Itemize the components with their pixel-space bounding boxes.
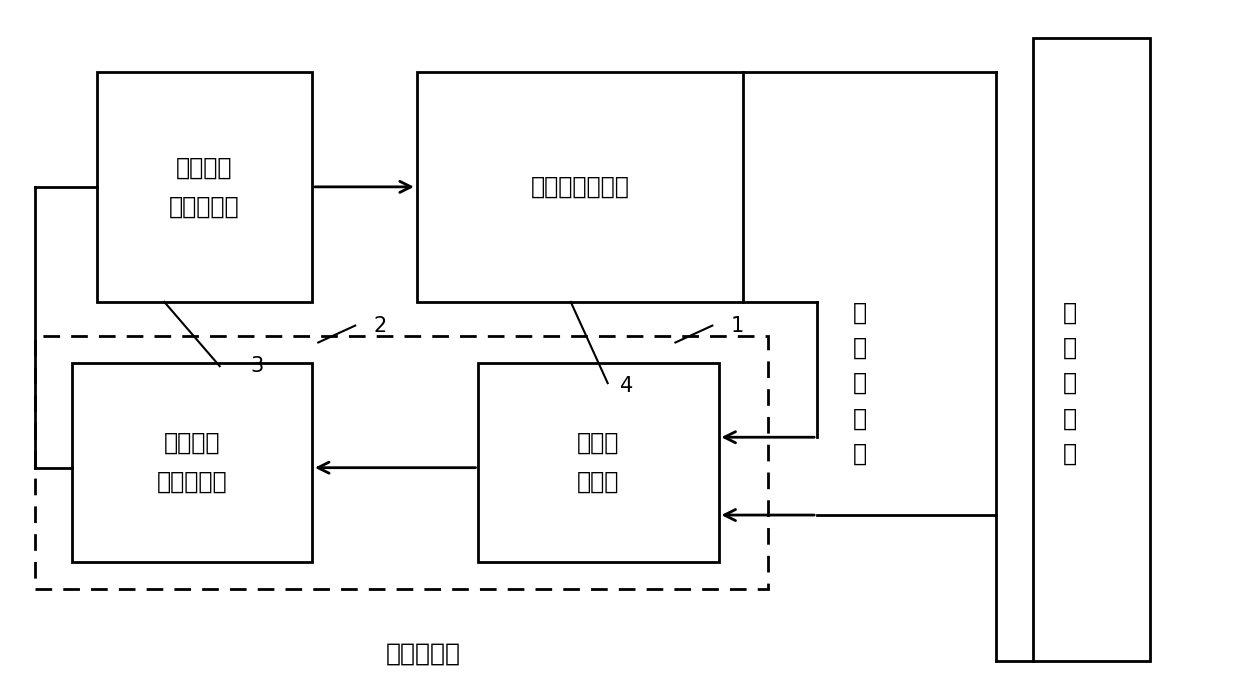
Text: 3: 3 — [250, 356, 263, 376]
Text: 数据采
集模块: 数据采 集模块 — [578, 431, 620, 494]
Bar — [479, 363, 718, 562]
Bar — [97, 72, 312, 302]
Text: 角
度
传
感
器: 角 度 传 感 器 — [853, 300, 867, 466]
Bar — [1033, 38, 1149, 660]
Text: 气动力模
拟加载模块: 气动力模 拟加载模块 — [169, 155, 239, 219]
Bar — [72, 363, 312, 562]
Bar — [417, 72, 743, 302]
Text: 速
度
传
感
器: 速 度 传 感 器 — [1063, 300, 1076, 466]
Bar — [35, 336, 768, 590]
Text: 2: 2 — [373, 316, 387, 336]
Text: 试验对象飞行器: 试验对象飞行器 — [531, 175, 630, 199]
Text: 气动力数
值计算模块: 气动力数 值计算模块 — [156, 431, 227, 494]
Text: 1: 1 — [730, 316, 744, 336]
Text: 中控计算机: 中控计算机 — [386, 642, 460, 666]
Text: 4: 4 — [620, 377, 632, 397]
